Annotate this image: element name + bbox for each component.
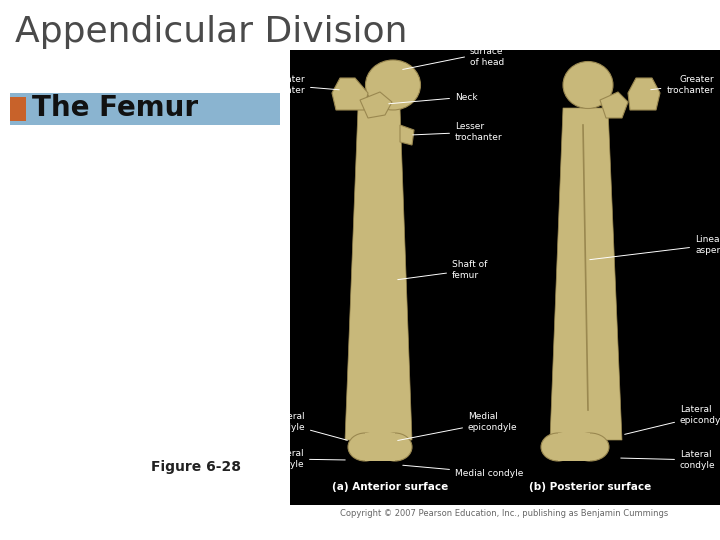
Text: Medial
epicondyle: Medial epicondyle (397, 413, 518, 441)
Text: Lateral
condyle: Lateral condyle (269, 449, 345, 469)
Text: (a) Anterior surface: (a) Anterior surface (332, 482, 448, 492)
Ellipse shape (541, 433, 575, 461)
Text: Greater
trochanter: Greater trochanter (257, 75, 339, 94)
Text: Lateral
condyle: Lateral condyle (621, 450, 716, 470)
Text: The Femur: The Femur (32, 94, 198, 122)
Polygon shape (400, 125, 414, 145)
Text: Linea
aspera: Linea aspera (590, 235, 720, 260)
Ellipse shape (348, 433, 382, 461)
Ellipse shape (366, 60, 420, 110)
Text: Articular
surface
of head: Articular surface of head (402, 37, 509, 70)
Bar (558, 433, 590, 461)
Text: Greater
trochanter: Greater trochanter (651, 75, 714, 94)
Text: Shaft of
femur: Shaft of femur (397, 260, 487, 280)
Text: (b) Posterior surface: (b) Posterior surface (529, 482, 651, 492)
Text: Copyright © 2007 Pearson Education, Inc., publishing as Benjamin Cummings: Copyright © 2007 Pearson Education, Inc.… (340, 510, 668, 518)
Polygon shape (600, 92, 628, 118)
Polygon shape (550, 108, 622, 440)
Polygon shape (332, 78, 368, 110)
Polygon shape (628, 78, 660, 110)
Text: Medial condyle: Medial condyle (402, 465, 523, 477)
Polygon shape (360, 92, 392, 118)
Text: Lateral
epicondyle: Lateral epicondyle (256, 413, 347, 440)
Polygon shape (345, 108, 412, 440)
Bar (10, 97, 26, 121)
Text: Appendicular Division: Appendicular Division (15, 15, 408, 49)
Bar (365, 433, 395, 461)
Bar (10, 93, 280, 125)
Ellipse shape (571, 433, 609, 461)
Text: Lesser
trochanter: Lesser trochanter (413, 122, 503, 141)
Text: Neck: Neck (389, 92, 477, 104)
Ellipse shape (563, 62, 613, 109)
Bar (290, 50, 720, 505)
Ellipse shape (378, 433, 412, 461)
Text: Figure 6-28: Figure 6-28 (151, 460, 241, 474)
Text: Lateral
epicondyle: Lateral epicondyle (625, 406, 720, 434)
